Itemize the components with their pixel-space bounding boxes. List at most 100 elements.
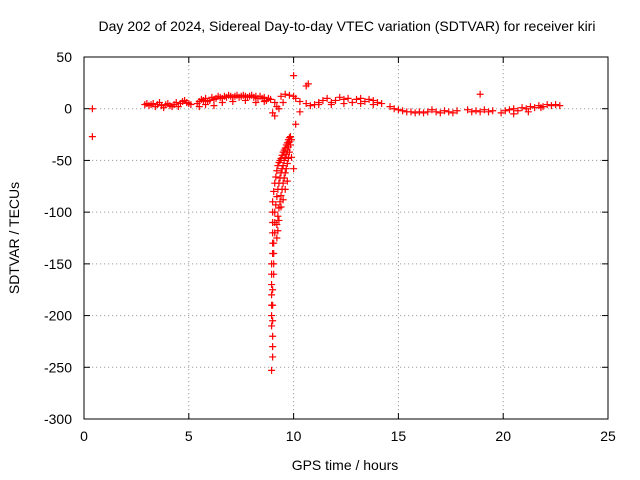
data-point bbox=[88, 133, 96, 141]
data-point bbox=[273, 193, 281, 201]
data-point bbox=[229, 97, 237, 105]
data-point bbox=[424, 108, 432, 116]
y-tick-label: -200 bbox=[44, 308, 72, 324]
data-point bbox=[275, 158, 283, 166]
data-point bbox=[394, 106, 402, 114]
data-point bbox=[378, 100, 386, 108]
data-point bbox=[283, 177, 291, 185]
data-point bbox=[472, 107, 480, 115]
x-axis-label: GPS time / hours bbox=[292, 457, 399, 473]
data-point bbox=[323, 94, 331, 102]
data-point bbox=[340, 100, 348, 108]
data-point bbox=[269, 332, 277, 340]
data-point bbox=[270, 250, 278, 258]
data-point bbox=[279, 162, 287, 170]
data-point bbox=[272, 201, 280, 209]
x-tick-label: 0 bbox=[80, 428, 88, 444]
data-point bbox=[270, 260, 278, 268]
data-point bbox=[514, 107, 522, 115]
data-points bbox=[88, 72, 564, 374]
data-point bbox=[280, 174, 288, 182]
data-point bbox=[270, 239, 278, 247]
data-point bbox=[373, 99, 381, 107]
x-tick-label: 5 bbox=[185, 428, 193, 444]
data-point bbox=[485, 108, 493, 116]
data-point bbox=[271, 112, 279, 120]
data-point bbox=[420, 109, 428, 117]
data-point bbox=[290, 165, 298, 173]
data-point bbox=[441, 107, 449, 115]
data-point bbox=[286, 133, 294, 141]
data-point bbox=[361, 97, 369, 105]
data-point bbox=[281, 90, 289, 98]
data-point bbox=[252, 99, 260, 107]
data-point bbox=[281, 169, 289, 177]
data-point bbox=[88, 105, 96, 113]
data-point bbox=[428, 106, 436, 114]
data-point bbox=[279, 196, 287, 204]
plot-frame bbox=[83, 56, 609, 420]
data-point bbox=[210, 102, 218, 110]
data-point bbox=[282, 165, 290, 173]
data-point bbox=[218, 99, 226, 107]
data-point bbox=[296, 108, 304, 116]
y-tick-label: -100 bbox=[44, 204, 72, 220]
data-point bbox=[275, 216, 283, 224]
data-point bbox=[285, 91, 293, 99]
data-point bbox=[281, 153, 289, 161]
data-point bbox=[241, 96, 249, 104]
data-point bbox=[283, 160, 291, 168]
data-point bbox=[336, 93, 344, 101]
data-point bbox=[302, 100, 310, 108]
data-point bbox=[269, 301, 277, 309]
data-point bbox=[348, 99, 356, 107]
data-point bbox=[260, 97, 268, 105]
data-point bbox=[464, 106, 472, 114]
y-axis-label: SDTVAR / TECUs bbox=[6, 182, 22, 294]
data-point bbox=[386, 103, 394, 111]
data-point bbox=[407, 108, 415, 116]
data-point bbox=[279, 179, 287, 187]
data-point bbox=[501, 107, 509, 115]
data-point bbox=[285, 148, 293, 156]
data-point bbox=[552, 101, 560, 109]
data-point bbox=[327, 101, 335, 109]
data-point bbox=[280, 156, 288, 164]
data-point bbox=[274, 227, 282, 235]
data-point bbox=[332, 96, 340, 104]
y-tick-label: -150 bbox=[44, 256, 72, 272]
data-point bbox=[272, 173, 280, 181]
data-point bbox=[288, 153, 296, 161]
data-point bbox=[518, 104, 526, 112]
data-point bbox=[273, 221, 281, 229]
data-point bbox=[510, 110, 518, 118]
data-point bbox=[445, 108, 453, 116]
data-point bbox=[352, 95, 360, 103]
grid-lines bbox=[84, 57, 608, 419]
y-tick-label: -300 bbox=[44, 411, 72, 427]
data-point bbox=[497, 109, 505, 117]
data-point bbox=[268, 312, 276, 320]
data-point bbox=[279, 99, 287, 107]
data-point bbox=[315, 101, 323, 109]
data-point bbox=[268, 291, 276, 299]
data-point bbox=[288, 136, 296, 144]
y-tick-label: 0 bbox=[64, 101, 72, 117]
x-tick-label: 15 bbox=[391, 428, 407, 444]
data-point bbox=[453, 107, 461, 115]
data-point bbox=[306, 102, 314, 110]
data-point bbox=[268, 366, 276, 374]
data-point bbox=[273, 167, 281, 175]
data-point bbox=[468, 108, 476, 116]
data-point bbox=[547, 102, 555, 110]
data-point bbox=[270, 270, 278, 278]
data-point bbox=[269, 198, 277, 206]
data-point bbox=[296, 97, 304, 105]
data-point bbox=[344, 94, 352, 102]
data-point bbox=[543, 101, 551, 109]
data-point bbox=[476, 108, 484, 116]
data-point bbox=[267, 95, 275, 103]
data-point bbox=[432, 108, 440, 116]
